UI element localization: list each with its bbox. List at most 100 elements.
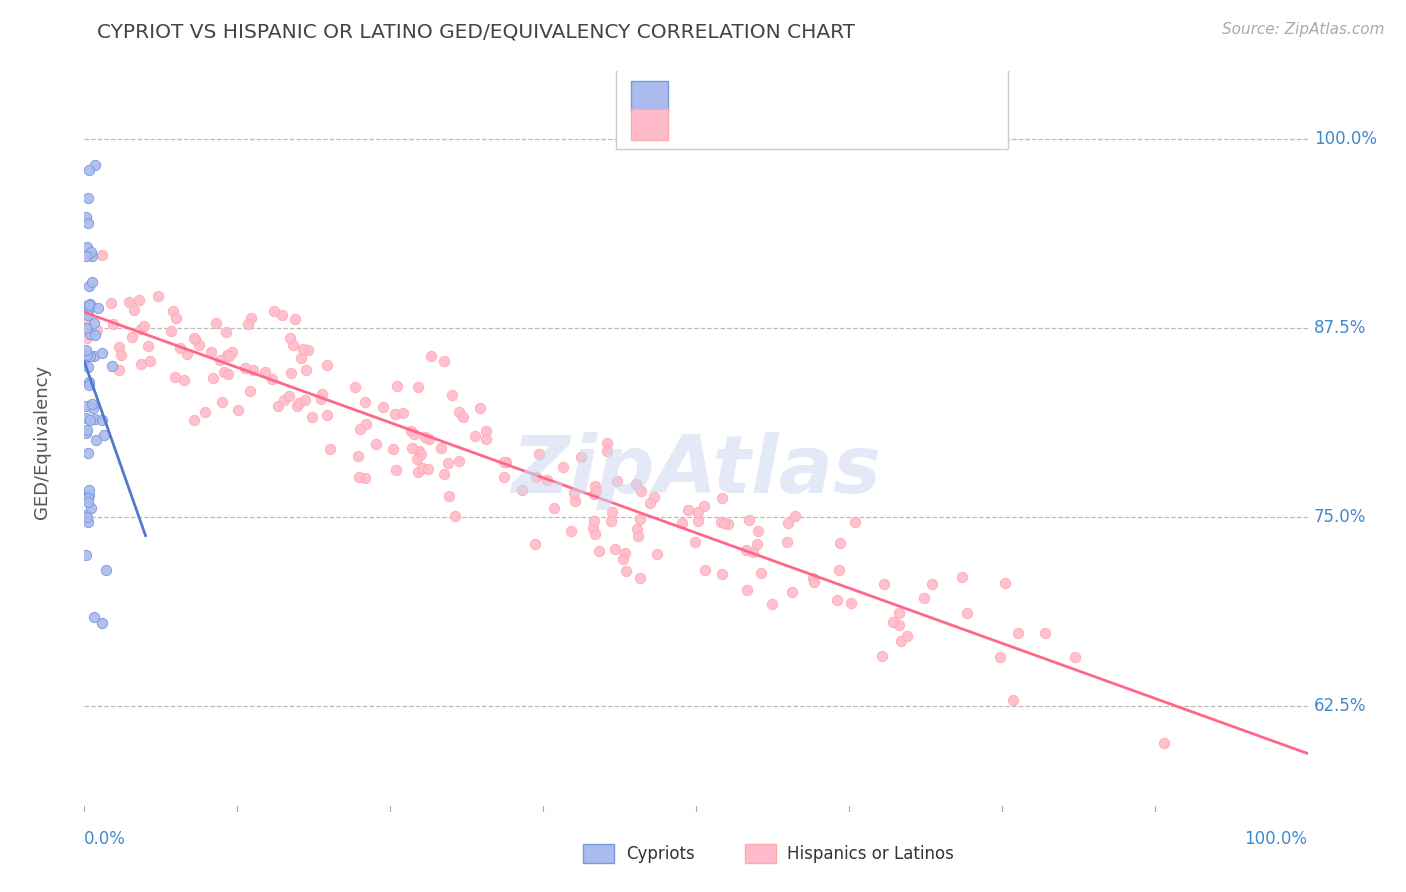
Point bbox=[354, 471, 377, 485]
Point bbox=[735, 543, 758, 558]
Point bbox=[638, 495, 661, 509]
Point bbox=[710, 515, 733, 529]
Point bbox=[79, 326, 101, 341]
Point bbox=[271, 308, 294, 322]
Point bbox=[606, 475, 628, 489]
Point bbox=[76, 510, 98, 524]
Point bbox=[90, 413, 112, 427]
Point bbox=[411, 446, 433, 460]
Point bbox=[713, 516, 735, 531]
Text: R =: R = bbox=[682, 116, 716, 134]
Point bbox=[134, 319, 156, 334]
Text: N =: N = bbox=[823, 87, 858, 105]
Point bbox=[776, 516, 799, 530]
Point bbox=[401, 441, 423, 455]
Point bbox=[80, 397, 103, 411]
Point bbox=[205, 316, 228, 330]
Point bbox=[717, 516, 740, 531]
Point bbox=[79, 244, 101, 259]
Point bbox=[228, 403, 250, 417]
Point bbox=[693, 563, 716, 577]
Point bbox=[569, 450, 592, 464]
Point bbox=[103, 317, 125, 331]
Point bbox=[75, 410, 97, 425]
Point bbox=[583, 487, 606, 501]
Point bbox=[75, 249, 97, 263]
Point bbox=[77, 301, 100, 316]
Point bbox=[173, 373, 195, 387]
Text: 0.428: 0.428 bbox=[741, 87, 799, 105]
Point bbox=[890, 634, 912, 648]
Point bbox=[536, 473, 558, 487]
Point bbox=[253, 365, 276, 379]
Point bbox=[413, 430, 436, 444]
Point bbox=[745, 537, 768, 551]
Point bbox=[600, 505, 623, 519]
Point bbox=[76, 489, 98, 503]
Point bbox=[402, 427, 425, 442]
Point bbox=[90, 248, 112, 262]
Point bbox=[218, 350, 240, 364]
Point bbox=[830, 535, 852, 549]
Point bbox=[408, 444, 430, 458]
Point bbox=[285, 399, 308, 413]
Point bbox=[994, 576, 1017, 591]
FancyBboxPatch shape bbox=[631, 81, 668, 112]
Point bbox=[449, 405, 471, 419]
Point bbox=[107, 363, 129, 377]
Point bbox=[75, 349, 97, 363]
Text: N =: N = bbox=[823, 116, 858, 134]
Point bbox=[75, 299, 97, 313]
Point bbox=[101, 359, 124, 373]
Point bbox=[215, 326, 238, 340]
Point bbox=[201, 371, 224, 385]
Point bbox=[76, 424, 98, 438]
Point bbox=[803, 575, 825, 590]
Point bbox=[780, 585, 803, 599]
Point bbox=[83, 316, 105, 330]
Point bbox=[583, 526, 606, 541]
Point bbox=[711, 566, 734, 581]
Point bbox=[882, 615, 904, 630]
Text: 57: 57 bbox=[876, 87, 901, 105]
Point bbox=[76, 348, 98, 362]
Point bbox=[468, 401, 491, 416]
Point bbox=[626, 522, 648, 536]
FancyBboxPatch shape bbox=[616, 64, 1008, 149]
Point bbox=[524, 469, 547, 483]
Point bbox=[267, 399, 290, 413]
Point bbox=[710, 491, 733, 505]
Point bbox=[889, 618, 911, 632]
Point bbox=[492, 455, 515, 469]
Point bbox=[110, 348, 132, 362]
Point bbox=[301, 410, 323, 425]
Point bbox=[643, 490, 665, 504]
Point bbox=[1064, 650, 1087, 665]
Point bbox=[128, 293, 150, 308]
Point bbox=[1035, 625, 1057, 640]
Point bbox=[77, 488, 100, 502]
Point bbox=[686, 505, 709, 519]
Point bbox=[384, 407, 406, 421]
Point bbox=[921, 576, 943, 591]
Point bbox=[912, 591, 935, 606]
Point bbox=[75, 321, 97, 335]
Point bbox=[277, 389, 299, 403]
Point bbox=[560, 524, 582, 538]
Point bbox=[91, 346, 114, 360]
Point bbox=[349, 422, 371, 436]
Point bbox=[437, 456, 460, 470]
Point bbox=[139, 354, 162, 368]
Point bbox=[870, 649, 893, 664]
Point bbox=[742, 545, 765, 559]
Text: 100.0%: 100.0% bbox=[1313, 130, 1376, 148]
Point bbox=[77, 191, 100, 205]
Point bbox=[136, 338, 159, 352]
Point bbox=[451, 409, 474, 424]
Point bbox=[371, 400, 394, 414]
Point bbox=[385, 463, 408, 477]
Point bbox=[76, 240, 98, 254]
Point bbox=[749, 566, 772, 580]
Point bbox=[209, 352, 232, 367]
Point bbox=[75, 399, 97, 413]
